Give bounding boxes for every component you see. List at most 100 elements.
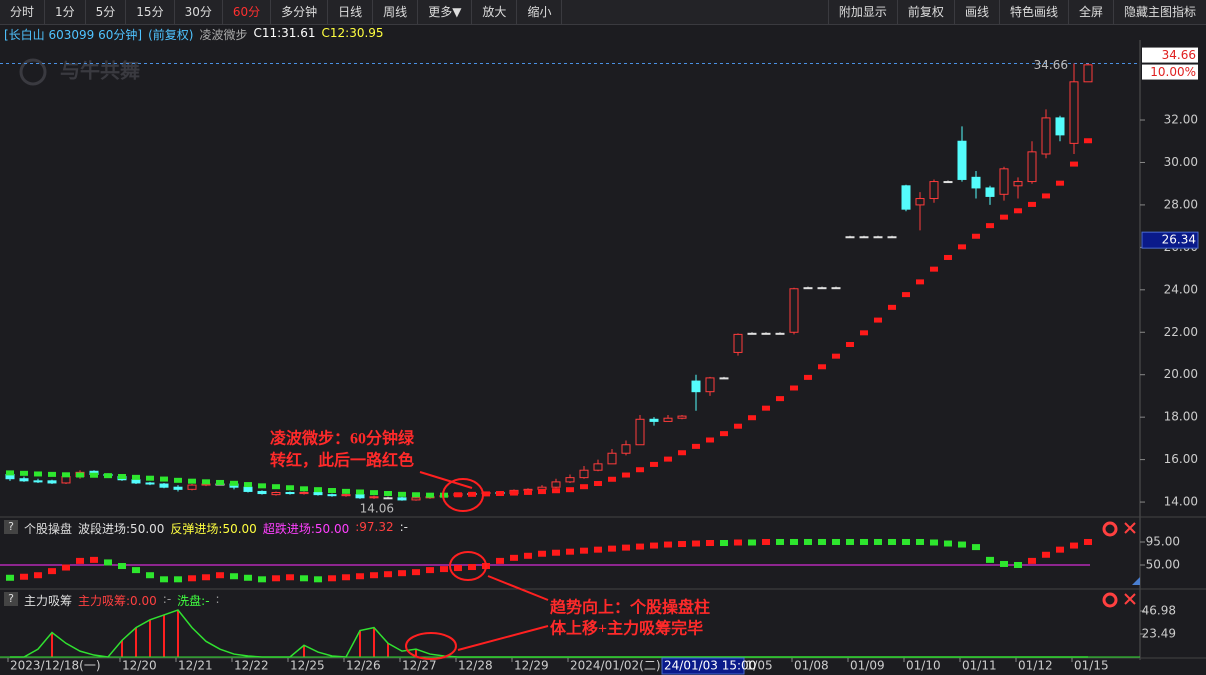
annotation: 凌波微步：60分钟绿: [270, 429, 415, 448]
x-tick-label: 2024/01/02(二): [570, 659, 661, 673]
signal-bar: [216, 572, 224, 579]
trend-dot: [300, 486, 308, 492]
signal-bar: [608, 545, 616, 552]
toolbar-button[interactable]: 5分: [86, 0, 127, 24]
toolbar-button[interactable]: 周线: [373, 0, 419, 24]
signal-bar: [356, 573, 364, 580]
help-icon[interactable]: ?: [4, 592, 18, 606]
y-tick-label: 22.00: [1164, 325, 1198, 339]
trend-dot: [538, 489, 546, 495]
toolbar-button[interactable]: 多分钟: [271, 0, 329, 24]
trend-dot: [342, 488, 350, 494]
candle-body: [677, 415, 687, 419]
toolbar-button[interactable]: 隐藏主图指标: [1112, 0, 1206, 24]
signal-bar: [972, 544, 980, 551]
trend-dot: [20, 470, 28, 476]
settings-icon[interactable]: [1102, 592, 1118, 608]
price-tag-box: [1142, 47, 1198, 63]
candle-body: [579, 469, 589, 479]
trend-dot: [258, 483, 266, 489]
toolbar-button[interactable]: 缩小: [517, 0, 563, 24]
candle-body: [243, 486, 253, 492]
candle-body: [131, 479, 141, 484]
close-icon[interactable]: [1124, 522, 1136, 534]
trend-dot: [930, 266, 938, 272]
price-tag: 34.66: [1162, 48, 1196, 62]
toolbar-button[interactable]: 日线: [328, 0, 374, 24]
help-icon[interactable]: ?: [4, 520, 18, 534]
signal-bar: [426, 567, 434, 574]
signal-bar: [1056, 546, 1064, 553]
candle-body: [257, 490, 267, 495]
trend-dot: [944, 254, 952, 260]
y-tick-label: 32.00: [1164, 113, 1198, 127]
candle-body: [635, 418, 645, 446]
signal-bar: [454, 565, 462, 572]
toolbar-button[interactable]: 1分: [45, 0, 86, 24]
trend-dot: [720, 431, 728, 437]
panel-name: 个股操盘: [24, 522, 73, 536]
sub-panel-2: 46.98 23.49: [0, 604, 1176, 658]
signal-bar: [90, 556, 98, 563]
legend-entry: :97.32: [355, 520, 394, 534]
signal-bar: [958, 541, 966, 548]
candle-body: [649, 418, 659, 422]
candle-body: [299, 492, 309, 495]
x-tick-label: 01/09: [850, 659, 885, 673]
adjust-mode: (前复权): [148, 28, 194, 42]
signal-bar: [692, 540, 700, 547]
signal-bar: [412, 569, 420, 576]
signal-bar: [720, 540, 728, 547]
signal-bar: [118, 563, 126, 570]
trend-dot: [832, 353, 840, 359]
trend-dot: [734, 423, 742, 429]
watermark-logo: [19, 58, 47, 86]
legend-entry: 洗盘:-: [177, 594, 210, 608]
toolbar-button[interactable]: 附加显示: [827, 0, 897, 24]
x-tick-label: 01/11: [962, 659, 997, 673]
x-tick-label: 01/12: [1018, 659, 1053, 673]
toolbar-button[interactable]: 30分: [175, 0, 223, 24]
candle-body: [1013, 181, 1023, 187]
toolbar-button[interactable]: 画线: [953, 0, 999, 24]
toolbar-button[interactable]: 更多▼: [418, 0, 473, 24]
signal-bar: [510, 554, 518, 561]
pct-tag: 10.00%: [1150, 65, 1196, 79]
signal-bar: [132, 567, 140, 574]
trend-dot: [482, 491, 490, 497]
candle-body: [985, 187, 995, 197]
trend-dot: [76, 472, 84, 478]
trend-dot: [62, 472, 70, 478]
settings-icon[interactable]: [1102, 521, 1118, 537]
toolbar-button[interactable]: 分时: [0, 0, 46, 24]
y-tick-label: 28.00: [1164, 197, 1198, 211]
x-axis: 2023/12/18(一) 12/20 12/21 12/22 12/25 12/26 12…: [7, 657, 1109, 675]
cursor-price: 26.34: [1162, 233, 1196, 247]
trend-dot: [608, 476, 616, 482]
trend-dot: [888, 304, 896, 310]
toolbar-button[interactable]: 放大: [472, 0, 518, 24]
legend-entry: 波段进场:50.00: [78, 522, 165, 536]
trend-dot: [748, 415, 756, 421]
signal-bar: [902, 538, 910, 545]
toolbar-button[interactable]: 前复权: [896, 0, 954, 24]
trend-dot: [370, 490, 378, 496]
toolbar-button[interactable]: 15分: [126, 0, 175, 24]
x-tick-label: 12/28: [458, 659, 493, 673]
toolbar-button[interactable]: 特色画线: [998, 0, 1068, 24]
candle-body: [803, 287, 813, 290]
signal-bar: [272, 575, 280, 582]
close-icon[interactable]: [1124, 593, 1136, 605]
signal-bar: [244, 574, 252, 581]
signal-bar: [1084, 538, 1092, 545]
candle-body: [285, 492, 295, 495]
toolbar-button[interactable]: 60分: [223, 0, 272, 24]
candle-body: [817, 287, 827, 290]
legend-entry: :-: [399, 520, 409, 534]
candle-body: [691, 380, 701, 393]
signal-bar: [678, 541, 686, 548]
stock-name: [长白山 603099 60分钟]: [4, 28, 143, 42]
toolbar-button[interactable]: 全屏: [1067, 0, 1113, 24]
toolbar-left: 分时 1分 5分 15分 30分 60分 多分钟 日线 周线 更多▼ 放大 缩小: [0, 0, 563, 24]
